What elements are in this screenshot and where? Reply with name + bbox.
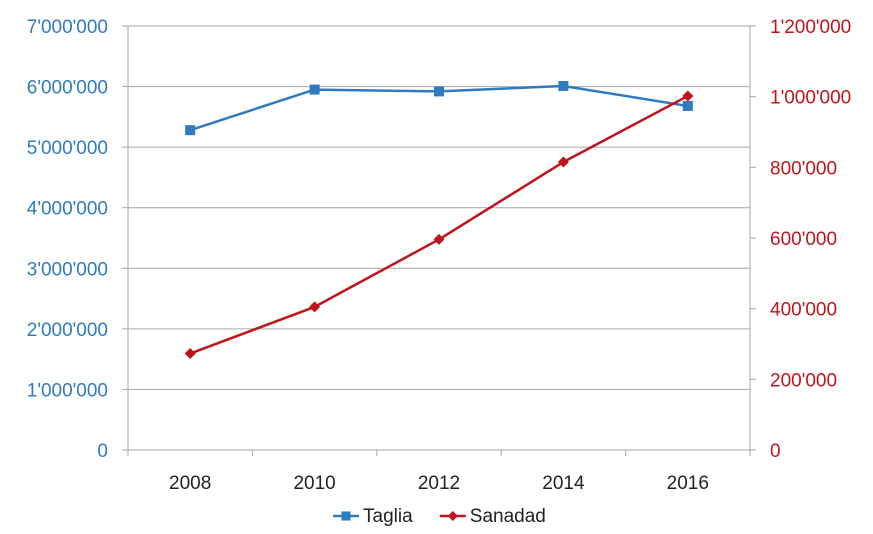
x-tick-label: 2012 [418, 473, 460, 494]
left-tick-label: 7'000'000 [27, 17, 108, 38]
series-group [184, 80, 694, 360]
right-tick-label: 200'000 [770, 370, 837, 391]
right-axis-tick-labels: 0 200'000 400'000 600'000 800'000 1'000'000 1'… [770, 17, 851, 462]
data-point-sanadad [184, 348, 196, 360]
data-point-sanadad [433, 233, 445, 245]
left-axis-tick-labels: 0 1'000'000 2'000'000 3'000'000 4'000'000 5'0… [27, 17, 108, 462]
left-tick-label: 2'000'000 [27, 320, 108, 341]
x-tick-label: 2008 [169, 473, 211, 494]
left-tick-label: 6'000'000 [27, 78, 108, 99]
data-point-taglia [185, 125, 196, 136]
x-axis-tick-labels: 2008 2010 2012 2014 2016 [169, 473, 709, 494]
right-tick-label: 400'000 [770, 300, 837, 321]
legend: Taglia Sanadad [333, 506, 546, 527]
right-tick-label: 800'000 [770, 158, 837, 179]
left-tick-label: 5'000'000 [27, 138, 108, 159]
data-point-sanadad [682, 90, 694, 102]
legend-marker-square [341, 511, 351, 521]
data-point-sanadad [309, 301, 321, 313]
left-tick-label: 0 [97, 441, 108, 462]
data-point-taglia [434, 86, 444, 97]
legend-item-sanadad: Sanadad [439, 506, 546, 527]
x-tick-label: 2014 [542, 473, 585, 494]
left-tick-label: 1'000'000 [27, 380, 108, 401]
data-point-taglia [309, 84, 320, 95]
right-tick-label: 1'000'000 [770, 88, 851, 109]
data-point-taglia [682, 100, 693, 111]
right-tick-label: 600'000 [770, 229, 837, 250]
left-tick-label: 4'000'000 [27, 199, 108, 220]
axes [122, 25, 756, 456]
data-point-sanadad [557, 156, 569, 168]
x-tick-label: 2016 [667, 473, 709, 494]
legend-item-taglia: Taglia [333, 506, 413, 527]
legend-label: Sanadad [470, 506, 546, 527]
left-tick-label: 3'000'000 [27, 259, 108, 280]
right-tick-label: 1'200'000 [770, 17, 851, 38]
series-line-sanadad [189, 94, 689, 355]
gridlines [128, 25, 750, 390]
right-tick-label: 0 [770, 441, 781, 462]
legend-marker-diamond [447, 511, 458, 521]
data-point-taglia [558, 80, 569, 91]
x-tick-label: 2010 [293, 473, 335, 494]
legend-label: Taglia [363, 506, 413, 527]
